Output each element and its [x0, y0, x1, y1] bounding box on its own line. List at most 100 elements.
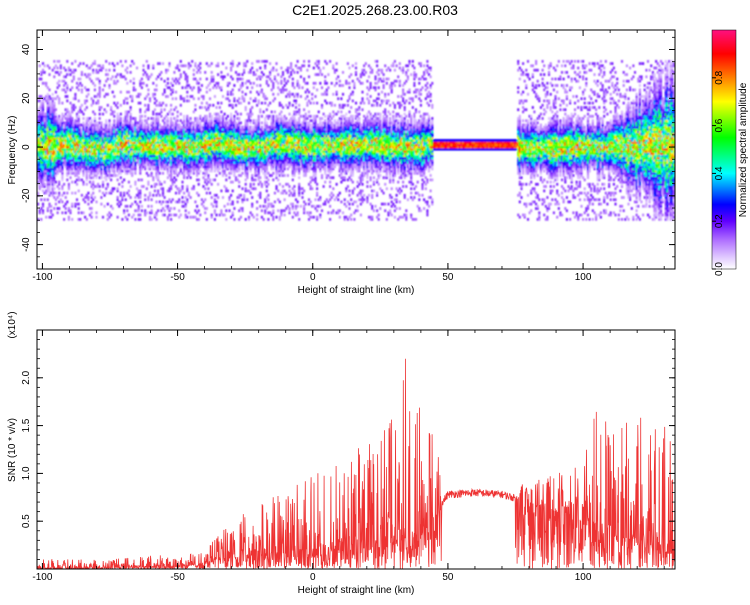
heatmap-cell [88, 117, 92, 120]
heatmap-cell [41, 101, 45, 105]
heatmap-cell [247, 154, 251, 158]
heatmap-cell [139, 132, 142, 136]
heatmap-cell [231, 158, 234, 162]
heatmap-cell [84, 136, 87, 140]
heatmap-cell [244, 187, 247, 191]
heatmap-cell [75, 198, 79, 202]
heatmap-cell [160, 139, 163, 142]
heatmap-cell [72, 123, 75, 127]
heatmap-cell [264, 167, 267, 171]
heatmap-cell [142, 154, 145, 158]
heatmap-cell [171, 141, 174, 144]
heatmap-cell [40, 71, 43, 74]
heatmap-cell [77, 211, 80, 215]
heatmap-cell [40, 110, 43, 114]
heatmap-cell [181, 86, 184, 90]
heatmap-cell [220, 154, 223, 158]
heatmap-cell [77, 134, 80, 138]
heatmap-cell [165, 154, 168, 158]
heatmap-cell [116, 134, 119, 138]
heatmap-cell [257, 125, 260, 129]
heatmap-cell [51, 213, 54, 217]
heatmap-cell [75, 161, 79, 164]
heatmap-cell [165, 71, 168, 74]
heatmap-cell [45, 189, 48, 193]
heatmap-cell [231, 123, 234, 127]
heatmap-cell [37, 218, 40, 221]
heatmap-cell [100, 134, 103, 138]
heatmap-cell [215, 161, 218, 164]
heatmap-cell [95, 147, 98, 151]
heatmap-cell [194, 134, 197, 138]
heatmap-cell [93, 174, 97, 177]
heatmap-cell [218, 106, 221, 109]
heatmap-cell [163, 145, 166, 149]
heatmap-cell [174, 161, 178, 164]
heatmap-cell [238, 154, 241, 158]
heatmap-cell [244, 171, 247, 175]
heatmap-cell [145, 73, 148, 76]
heatmap-cell [170, 163, 173, 166]
heatmap-cell [129, 119, 132, 123]
heatmap-cell [37, 178, 40, 182]
heatmap-cell [40, 125, 43, 129]
heatmap-cell [199, 132, 202, 136]
heatmap-cell [194, 156, 197, 160]
heatmap-cell [48, 174, 51, 177]
heatmap-cell [184, 134, 187, 138]
heatmap-cell [176, 125, 179, 129]
heatmap-cell [247, 125, 251, 129]
heatmap-cell [45, 112, 48, 116]
heatmap-cell [148, 150, 152, 153]
heatmap-cell [90, 169, 93, 173]
heatmap-cell [131, 141, 134, 144]
heatmap-cell [45, 99, 48, 103]
heatmap-cell [157, 169, 160, 173]
heatmap-cell [124, 123, 127, 127]
heatmap-cell [135, 161, 139, 164]
heatmap-cell [221, 143, 225, 147]
heatmap-cell [82, 198, 85, 202]
heatmap-cell [166, 119, 170, 123]
heatmap-cell [231, 150, 234, 153]
heatmap-cell [165, 121, 168, 125]
heatmap-cell [217, 154, 220, 158]
heatmap-cell [236, 64, 239, 68]
heatmap-cell [239, 134, 243, 138]
heatmap-cell [187, 117, 191, 120]
heatmap-cell [114, 130, 118, 133]
heatmap-cell [93, 121, 97, 125]
heatmap-cell [90, 64, 93, 68]
heatmap-cell [176, 145, 179, 149]
heatmap-cell [108, 167, 111, 171]
heatmap-cell [226, 152, 230, 155]
heatmap-cell [241, 77, 244, 81]
heatmap-cell [212, 161, 215, 164]
heatmap-cell [269, 73, 272, 76]
heatmap-cell [259, 128, 262, 131]
heatmap-cell [37, 112, 40, 116]
heatmap-cell [106, 158, 109, 162]
heatmap-cell [61, 187, 64, 191]
heatmap-cell [74, 134, 77, 138]
heatmap-cell [191, 167, 194, 171]
heatmap-cell [218, 130, 221, 133]
heatmap-cell [66, 158, 69, 162]
heatmap-cell [103, 139, 106, 142]
heatmap-cell [66, 99, 69, 103]
heatmap-cell [119, 156, 122, 160]
heatmap-cell [105, 132, 108, 136]
heatmap-cell [230, 114, 233, 118]
heatmap-cell [204, 130, 207, 133]
heatmap-cell [90, 176, 93, 180]
heatmap-cell [270, 165, 273, 169]
heatmap-cell [244, 143, 247, 147]
heatmap-cell [220, 145, 223, 149]
heatmap-cell [252, 152, 255, 155]
heatmap-cell [97, 171, 100, 175]
heatmap-cell [244, 125, 247, 129]
heatmap-cell [238, 88, 241, 92]
heatmap-cell [199, 141, 202, 144]
heatmap-cell [183, 165, 186, 169]
heatmap-cell [123, 163, 126, 166]
